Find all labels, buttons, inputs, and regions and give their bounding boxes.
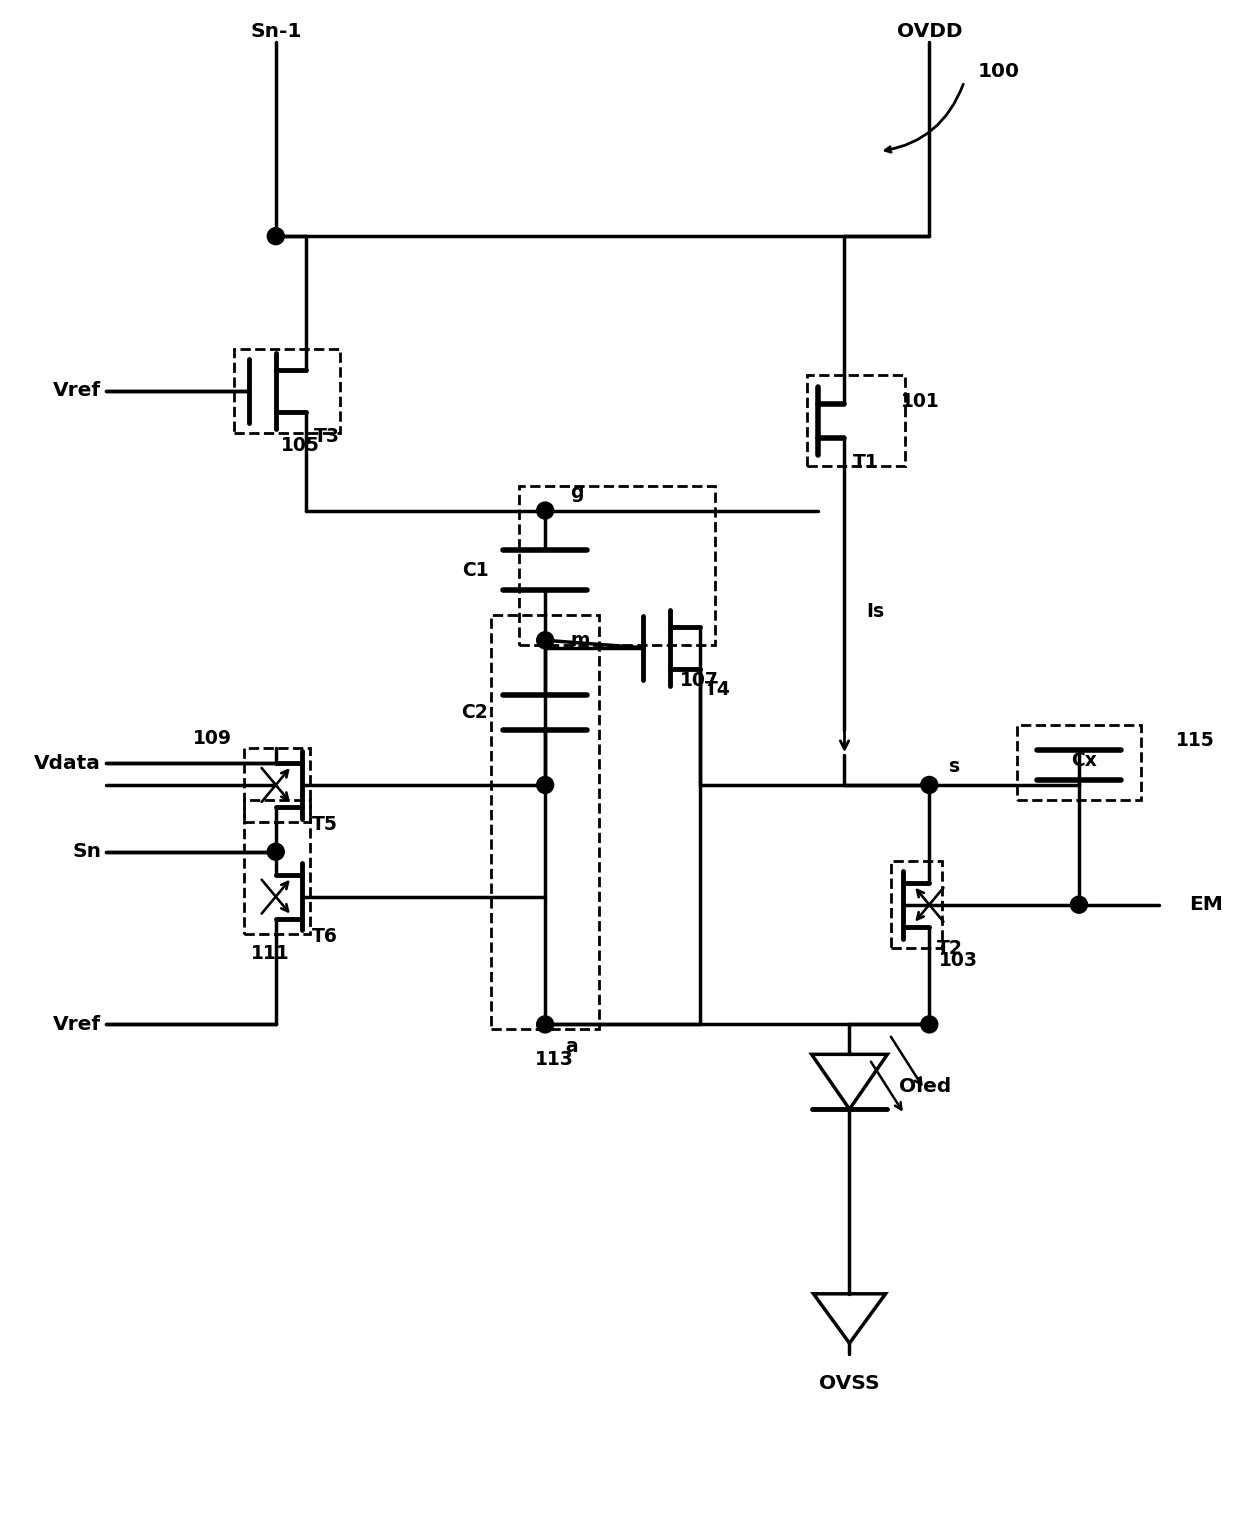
Text: Cx: Cx	[1071, 751, 1097, 769]
Text: a: a	[565, 1037, 578, 1056]
Text: OVDD: OVDD	[897, 23, 962, 41]
Bar	[234, 350, 340, 433]
Circle shape	[537, 502, 553, 518]
Text: s: s	[950, 757, 961, 777]
Text: T3: T3	[314, 427, 340, 445]
Bar	[491, 616, 599, 1029]
Bar	[806, 375, 905, 467]
Text: Vref: Vref	[53, 1015, 102, 1034]
Text: 101: 101	[901, 392, 940, 412]
Text: 105: 105	[280, 436, 320, 456]
Circle shape	[537, 632, 553, 649]
Bar	[244, 800, 310, 933]
Circle shape	[921, 1015, 937, 1034]
Text: T2: T2	[937, 939, 963, 958]
Text: T5: T5	[311, 815, 337, 834]
Circle shape	[1070, 897, 1087, 914]
Circle shape	[268, 228, 284, 245]
Text: C2: C2	[461, 704, 489, 722]
Text: EM: EM	[1189, 895, 1223, 914]
Text: Sn-1: Sn-1	[250, 23, 301, 41]
Text: 113: 113	[536, 1050, 574, 1069]
Text: T1: T1	[852, 453, 878, 473]
Text: C1: C1	[461, 561, 489, 581]
Text: m: m	[570, 631, 589, 649]
Text: Oled: Oled	[899, 1078, 951, 1096]
Text: 103: 103	[939, 952, 978, 970]
Text: 115: 115	[1176, 731, 1214, 749]
Text: g: g	[570, 483, 584, 502]
Text: Is: Is	[867, 602, 884, 620]
Text: Vref: Vref	[53, 382, 102, 400]
Circle shape	[268, 844, 284, 860]
Text: 111: 111	[250, 944, 289, 964]
Text: Sn: Sn	[72, 842, 102, 862]
Text: 109: 109	[193, 728, 232, 748]
Bar	[518, 485, 715, 646]
Text: OVSS: OVSS	[820, 1374, 880, 1394]
Text: Vdata: Vdata	[35, 754, 102, 772]
Circle shape	[921, 777, 937, 793]
Text: 107: 107	[681, 670, 719, 690]
Text: 100: 100	[978, 62, 1021, 81]
Bar	[1017, 725, 1141, 800]
Bar	[892, 860, 942, 948]
Circle shape	[537, 777, 553, 793]
Text: T6: T6	[311, 927, 337, 945]
Text: T4: T4	[706, 679, 732, 699]
Circle shape	[537, 1015, 553, 1034]
Bar	[244, 748, 310, 822]
